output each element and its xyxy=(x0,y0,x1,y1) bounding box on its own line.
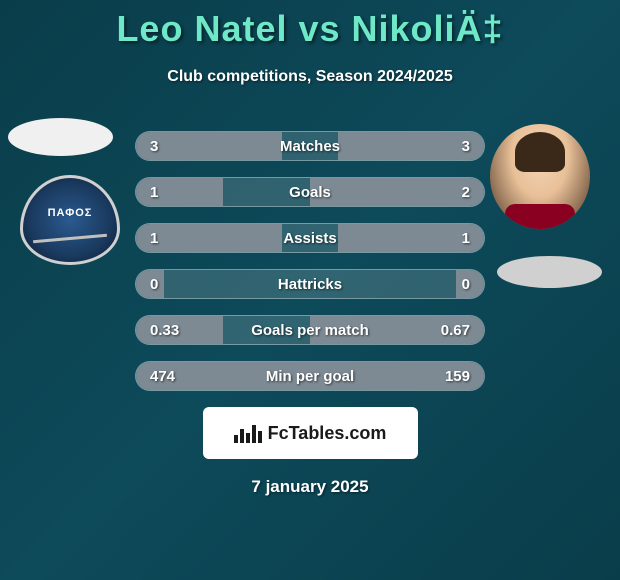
stat-value-right: 0.67 xyxy=(441,322,470,339)
stat-label: Matches xyxy=(280,138,340,155)
stat-row: 3 Matches 3 xyxy=(135,131,485,161)
date-text: 7 january 2025 xyxy=(0,477,620,497)
player-right-avatar xyxy=(490,124,590,229)
stat-fill-right xyxy=(456,270,484,298)
stat-value-left: 1 xyxy=(150,184,158,201)
fctables-badge[interactable]: FcTables.com xyxy=(203,407,418,459)
player-left-avatar xyxy=(8,118,113,156)
stat-label: Min per goal xyxy=(266,368,354,385)
stat-value-left: 3 xyxy=(150,138,158,155)
stats-container: 3 Matches 3 1 Goals 2 1 Assists 1 0 Hattricks 0 0.33… xyxy=(135,131,485,391)
stat-value-left: 0.33 xyxy=(150,322,179,339)
stat-label: Assists xyxy=(283,230,336,247)
page-title: Leo Natel vs NikoliÄ‡ xyxy=(0,0,620,50)
stat-value-left: 474 xyxy=(150,368,175,385)
player-left-club-logo: ΠΑΦΟΣ xyxy=(20,175,120,265)
stat-value-right: 3 xyxy=(462,138,470,155)
stat-value-right: 0 xyxy=(462,276,470,293)
stat-label: Hattricks xyxy=(278,276,342,293)
stat-value-left: 0 xyxy=(150,276,158,293)
stat-row: 474 Min per goal 159 xyxy=(135,361,485,391)
club-left-name: ΠΑΦΟΣ xyxy=(48,207,93,219)
stat-label: Goals per match xyxy=(251,322,369,339)
fctables-label: FcTables.com xyxy=(268,423,387,444)
stat-value-right: 159 xyxy=(445,368,470,385)
subtitle: Club competitions, Season 2024/2025 xyxy=(0,68,620,86)
stat-row: 1 Goals 2 xyxy=(135,177,485,207)
stat-row: 1 Assists 1 xyxy=(135,223,485,253)
stat-row: 0 Hattricks 0 xyxy=(135,269,485,299)
stat-value-right: 1 xyxy=(462,230,470,247)
stat-fill-right xyxy=(310,178,484,206)
stat-value-right: 2 xyxy=(462,184,470,201)
fctables-bars-icon xyxy=(234,423,262,443)
stat-value-left: 1 xyxy=(150,230,158,247)
stat-row: 0.33 Goals per match 0.67 xyxy=(135,315,485,345)
stat-label: Goals xyxy=(289,184,331,201)
player-right-club-logo xyxy=(497,256,602,288)
